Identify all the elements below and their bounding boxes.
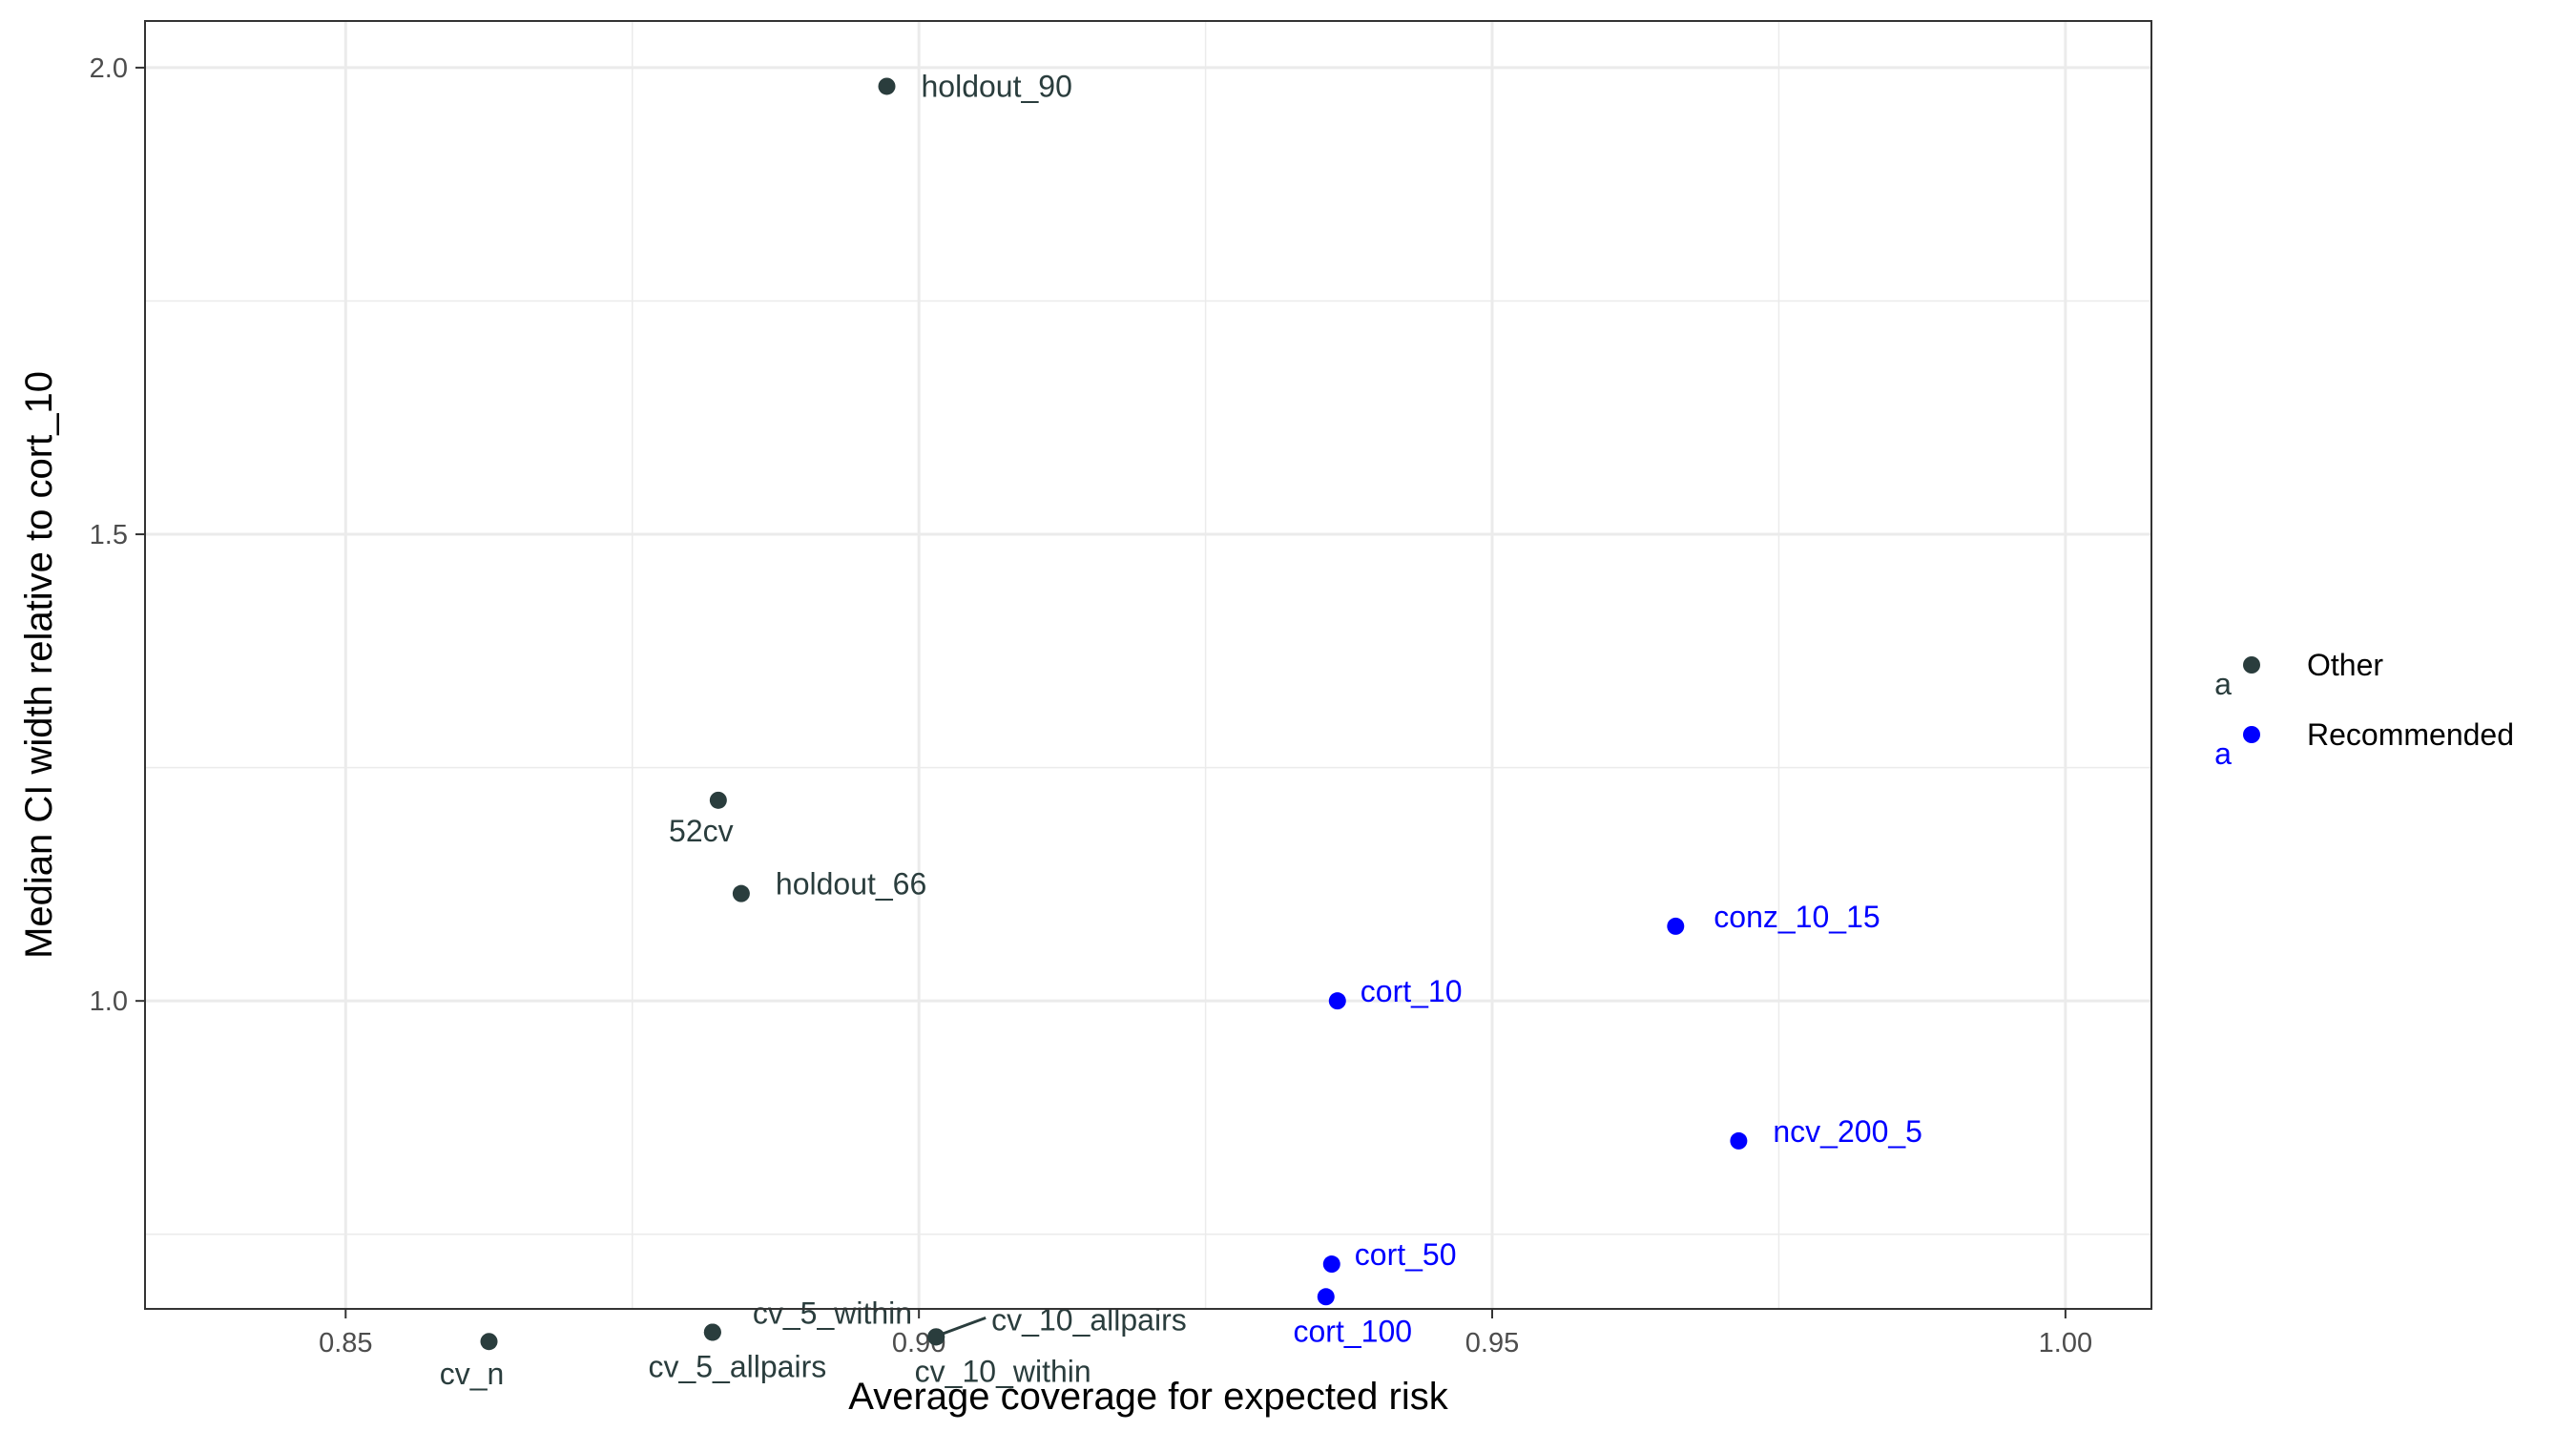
point-other [732, 884, 750, 902]
point-other [927, 1328, 945, 1346]
point-other [703, 1323, 721, 1341]
point-labels: holdout_9052cvholdout_66cv_ncv_5_withinc… [440, 69, 1922, 1391]
point-label: holdout_66 [776, 867, 926, 902]
data-points [480, 77, 1748, 1351]
point-recommended [1667, 917, 1685, 935]
legend: a Other a Recommended [2214, 648, 2514, 771]
x-tick-label: 0.95 [1465, 1328, 1519, 1358]
point-label: ncv_200_5 [1773, 1114, 1922, 1149]
plot-panel-border [144, 20, 2152, 1310]
point-other [709, 791, 727, 809]
point-label: cort_50 [1355, 1237, 1457, 1272]
y-tick-label: 2.0 [90, 53, 128, 84]
point-label: cv_10_within [915, 1354, 1091, 1388]
legend-key-glyph: a [2214, 736, 2232, 771]
y-tick-label: 1.5 [90, 520, 128, 550]
legend-key-point [2243, 656, 2260, 674]
point-label: cv_5_allpairs [648, 1349, 826, 1383]
x-tick-label: 0.85 [319, 1328, 372, 1358]
point-label: holdout_90 [922, 69, 1072, 103]
point-label: cort_100 [1294, 1314, 1413, 1348]
y-tick-label: 1.0 [90, 986, 128, 1017]
point-label: cv_10_allpairs [991, 1302, 1187, 1337]
legend-key-glyph: a [2214, 667, 2232, 701]
point-other [878, 77, 896, 95]
point-label: cv_n [440, 1357, 505, 1391]
point-recommended [1317, 1288, 1335, 1306]
point-recommended [1730, 1131, 1748, 1150]
point-other [480, 1333, 498, 1351]
point-recommended [1328, 992, 1346, 1010]
legend-item: a Other [2214, 648, 2383, 701]
legend-label: Other [2307, 648, 2383, 682]
x-tick-label: 1.00 [2039, 1328, 2092, 1358]
legend-label: Recommended [2307, 717, 2514, 752]
legend-key-point [2243, 726, 2260, 743]
point-label: cort_10 [1361, 974, 1463, 1008]
y-axis-title: Median CI width relative to cort_10 [18, 371, 60, 959]
point-label: cv_5_within [753, 1296, 912, 1330]
point-label: 52cv [669, 814, 734, 848]
axis-ticks: 0.85 0.90 0.95 1.001.01.52.0 [90, 53, 2092, 1358]
point-label: conz_10_15 [1714, 900, 1880, 934]
label-leader-line [941, 1316, 987, 1336]
legend-item: a Recommended [2214, 717, 2514, 771]
x-axis-title: Average coverage for expected risk [848, 1376, 1448, 1418]
leader-lines [941, 1316, 987, 1336]
point-recommended [1322, 1255, 1340, 1274]
grid-lines [145, 21, 2151, 1309]
